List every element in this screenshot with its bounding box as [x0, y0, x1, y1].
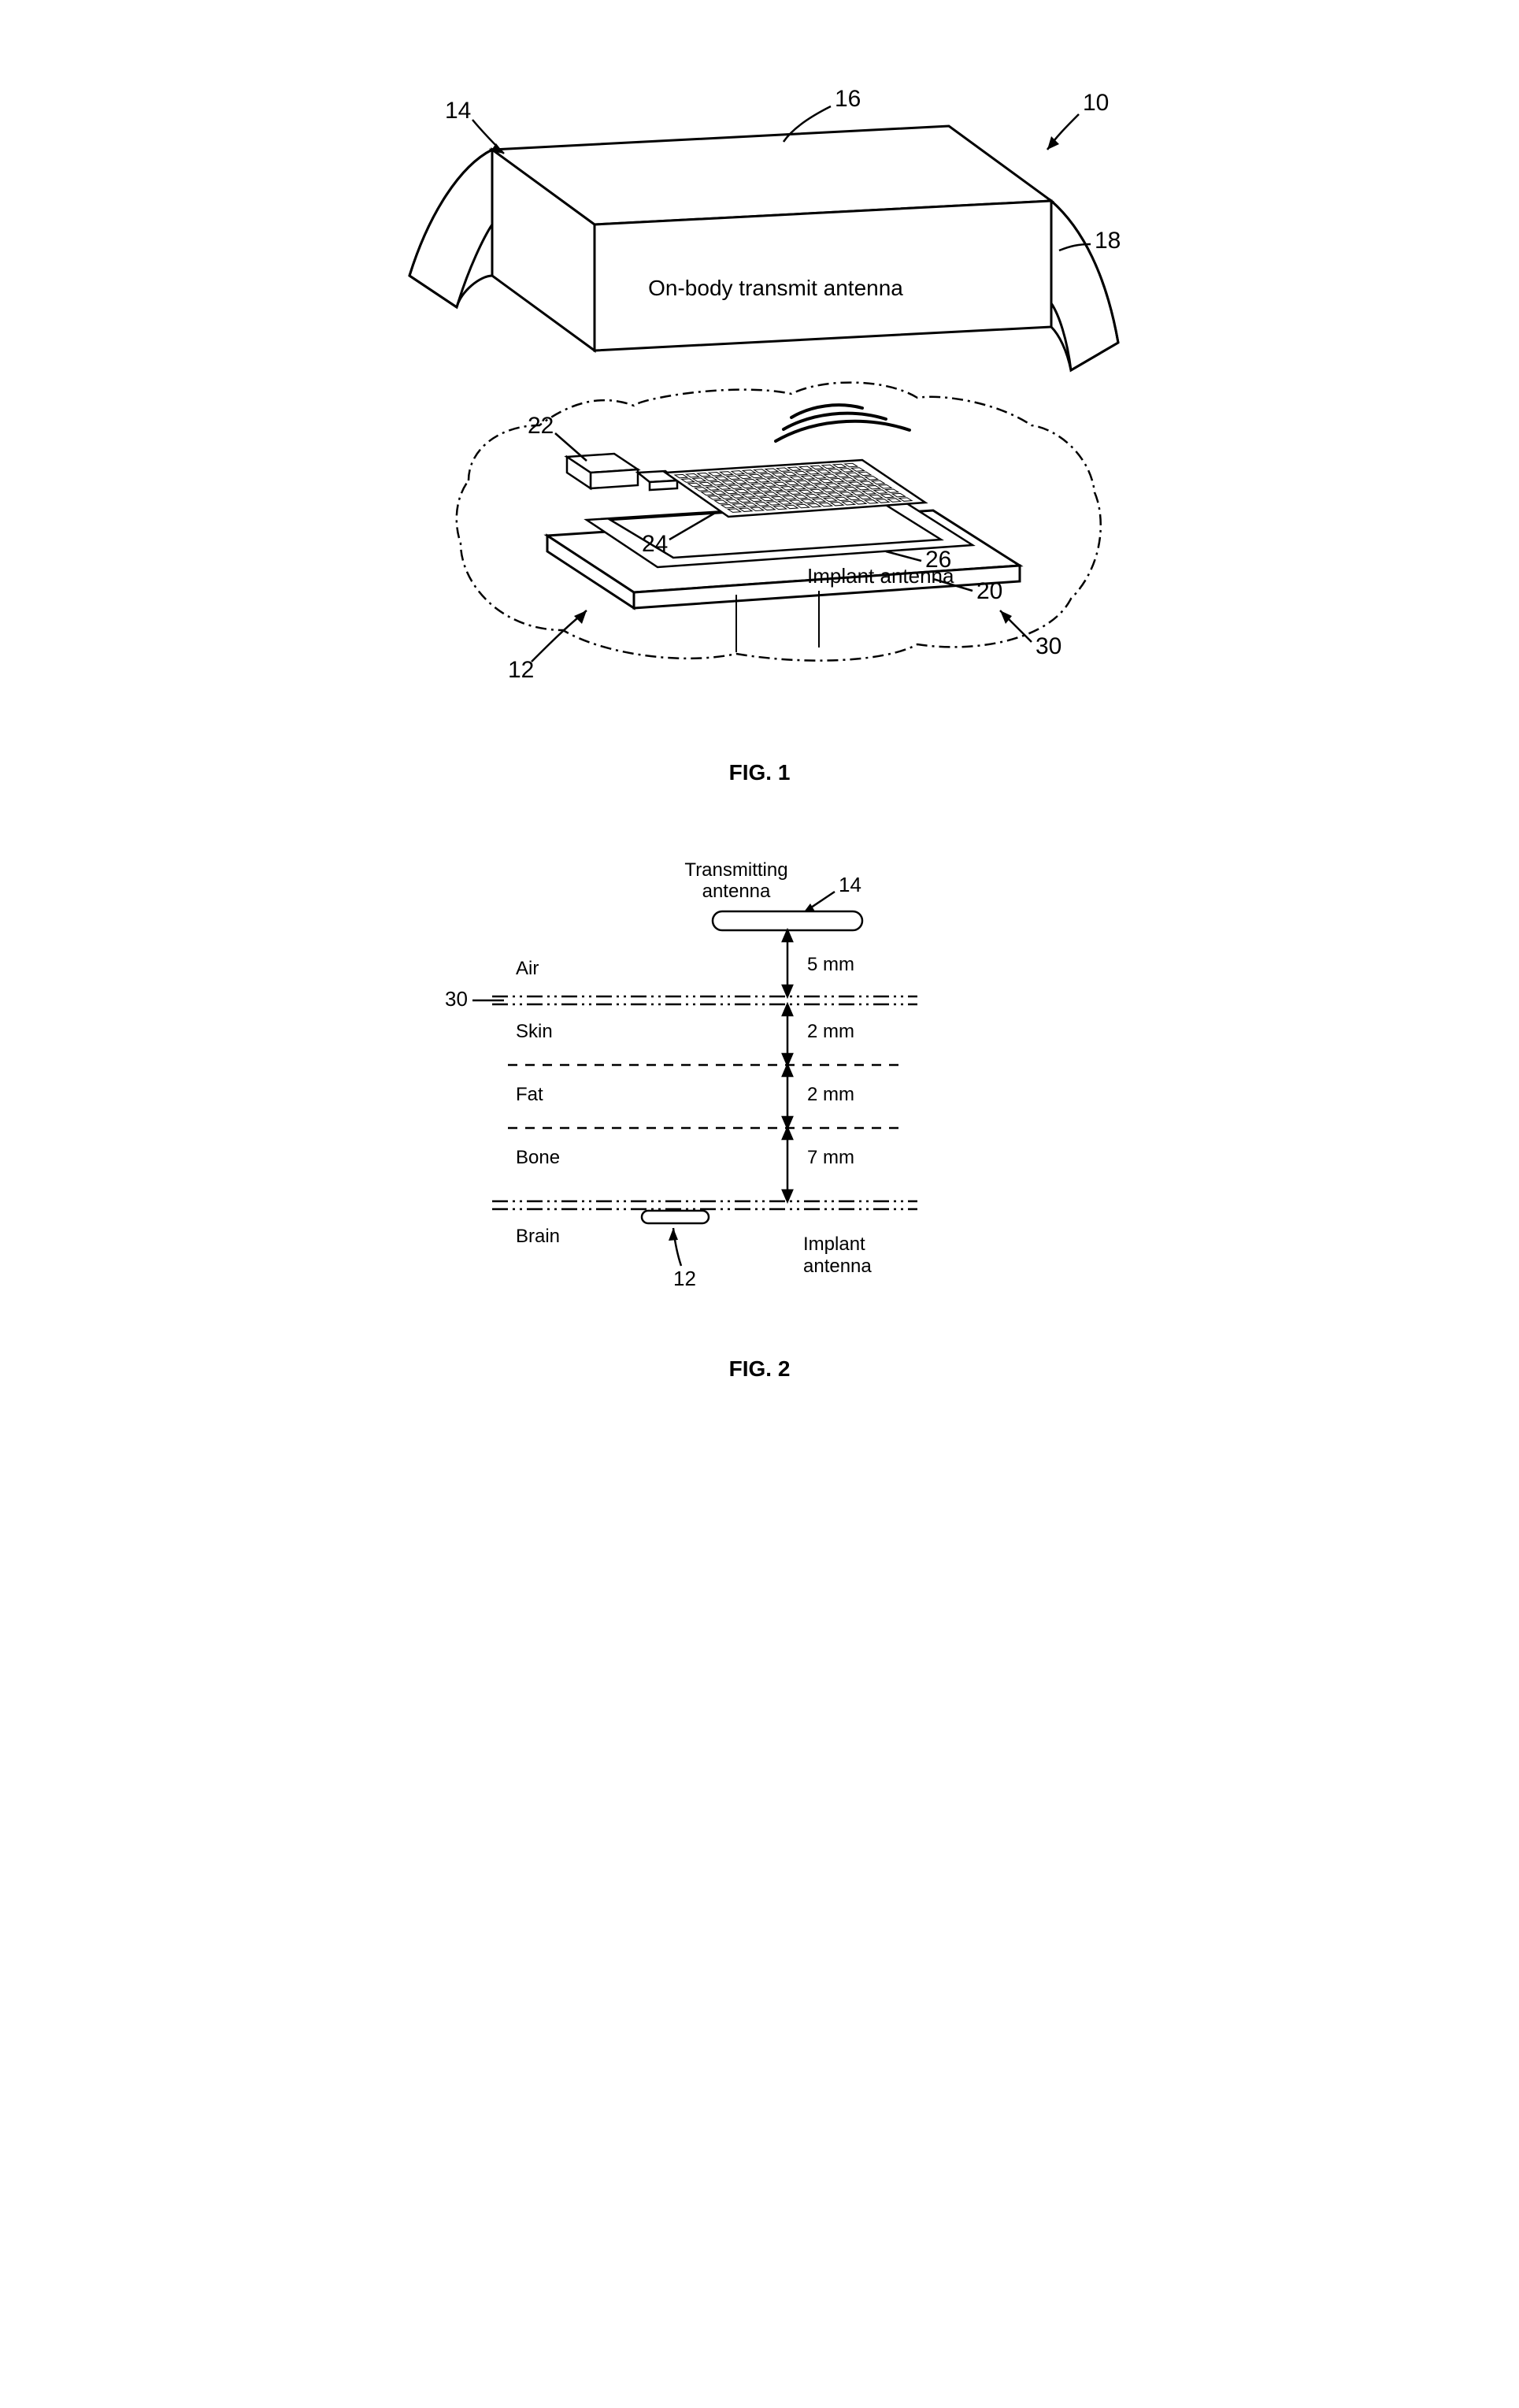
- svg-text:30: 30: [445, 987, 468, 1011]
- strap-right: [1051, 201, 1118, 370]
- svg-text:14: 14: [839, 873, 861, 896]
- rf-arcs-icon: [776, 405, 910, 441]
- implant-label-line2: antenna: [803, 1256, 872, 1277]
- callout-30: 30: [1000, 610, 1061, 659]
- callout-14: 14: [445, 98, 504, 154]
- svg-text:16: 16: [835, 86, 861, 112]
- implant-antenna-bar: [642, 1211, 709, 1223]
- svg-text:26: 26: [925, 547, 951, 573]
- layer-skin: Skin: [516, 1021, 553, 1042]
- callout-14-fig2: 14: [803, 873, 861, 913]
- callout-10: 10: [1047, 90, 1109, 150]
- tx-label-line1: Transmitting: [684, 859, 787, 881]
- svg-text:12: 12: [673, 1267, 696, 1290]
- figure-1-caption: FIG. 1: [366, 760, 1154, 785]
- thick-skin: 2 mm: [807, 1021, 854, 1042]
- implant-label-line1: Implant: [803, 1234, 865, 1255]
- tx-antenna: [713, 911, 862, 930]
- svg-text:22: 22: [528, 413, 554, 439]
- svg-text:10: 10: [1083, 90, 1109, 116]
- svg-text:14: 14: [445, 98, 471, 124]
- thick-air: 5 mm: [807, 954, 854, 975]
- layer-bone: Bone: [516, 1147, 560, 1168]
- svg-text:24: 24: [642, 531, 668, 557]
- strap-left: [409, 150, 492, 307]
- layer-brain: Brain: [516, 1226, 560, 1247]
- thick-bone: 7 mm: [807, 1147, 854, 1168]
- callout-22: 22: [528, 413, 587, 461]
- callout-12-fig2: 12: [669, 1228, 696, 1290]
- svg-text:12: 12: [508, 657, 534, 683]
- svg-text:20: 20: [976, 578, 1002, 604]
- tx-label-line2: antenna: [702, 881, 770, 902]
- figure-2: Transmitting antenna 14 Air Skin Fat Bon…: [366, 848, 1154, 1382]
- callout-30-fig2: 30: [445, 987, 504, 1011]
- svg-text:30: 30: [1036, 633, 1061, 659]
- figure-2-svg: Transmitting antenna 14 Air Skin Fat Bon…: [366, 848, 996, 1337]
- figure-1: On-body transmit antenna 14 16 10: [366, 32, 1154, 785]
- layer-fat: Fat: [516, 1084, 543, 1105]
- figure-1-svg: On-body transmit antenna 14 16 10: [366, 32, 1154, 740]
- skin-surface-line: [492, 996, 917, 1004]
- svg-text:18: 18: [1095, 228, 1121, 254]
- figure-2-caption: FIG. 2: [366, 1356, 1154, 1382]
- bone-brain-line: [492, 1201, 917, 1209]
- on-body-antenna: [492, 126, 1051, 351]
- on-body-label: On-body transmit antenna: [648, 276, 903, 300]
- layer-air: Air: [516, 958, 539, 979]
- thick-fat: 2 mm: [807, 1084, 854, 1105]
